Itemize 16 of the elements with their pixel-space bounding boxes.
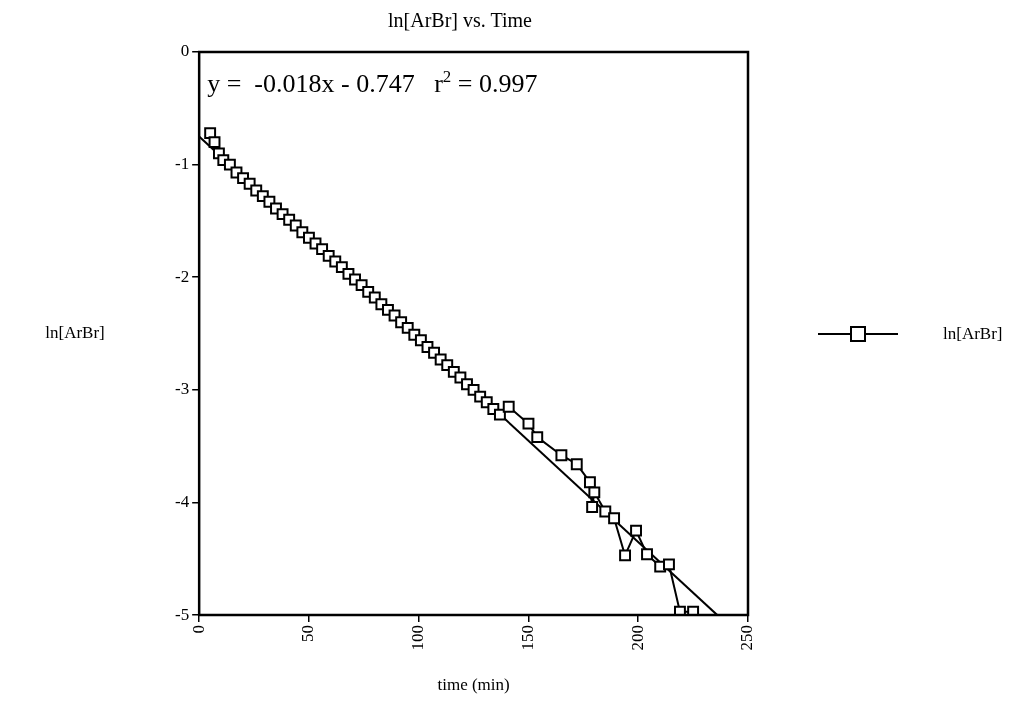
x-tick-label: 100 [408,625,428,651]
x-tick-label: 0 [188,625,208,634]
y-tick-label: -3 [174,379,190,399]
chart-title: ln[ArBr] vs. Time [388,9,533,32]
y-tick-label: -1 [174,154,190,174]
x-tick-label: 200 [627,625,647,651]
y-tick-label: -4 [174,491,190,511]
y-axis-title: ln[ArBr] [45,323,105,343]
y-tick-label: -5 [174,604,190,624]
y-tick-label: -2 [174,266,190,286]
y-tick-label: 0 [180,41,190,61]
x-tick-label: 150 [517,625,537,651]
x-tick-label: 250 [737,625,757,651]
x-tick-label: 50 [298,625,318,643]
text: ln[ArBr] [943,323,1003,344]
x-axis-title: time (min) [437,675,510,695]
